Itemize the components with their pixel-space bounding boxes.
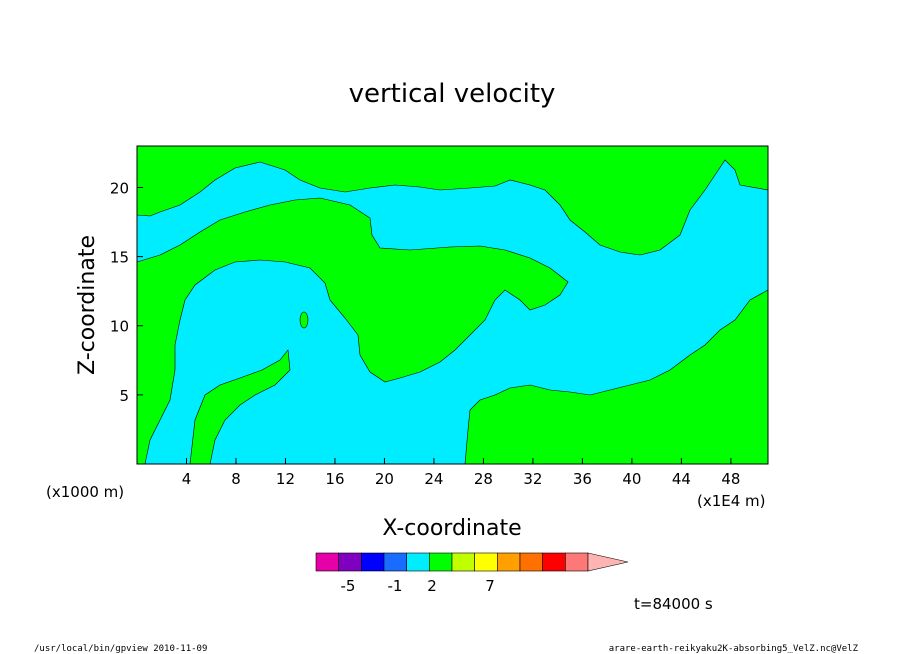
- contour-region-lower-left: [189, 349, 291, 465]
- colorbar-swatch: [474, 552, 498, 572]
- contour-region-middle: [136, 197, 569, 465]
- contour-blob: [299, 311, 309, 329]
- y-axis-label: Z-coordinate: [75, 235, 100, 375]
- y-tick-label: 10: [110, 318, 129, 336]
- colorbar-label: 2: [427, 577, 437, 595]
- x-tick-label: 20: [375, 470, 394, 488]
- x-unit-left: (x1000 m): [46, 483, 124, 501]
- colorbar-swatch: [542, 552, 566, 572]
- contour-region-upper: [136, 145, 769, 256]
- x-tick-label: 44: [672, 470, 691, 488]
- colorbar-swatch: [429, 552, 453, 572]
- x-axis-label: X-coordinate: [382, 516, 521, 541]
- x-tick-label: 28: [474, 470, 493, 488]
- x-tick-label: 40: [622, 470, 641, 488]
- y-tick-label: 20: [110, 179, 129, 197]
- colorbar: -5 -1 2 7: [315, 552, 629, 595]
- x-tick-label: 8: [231, 470, 241, 488]
- footer-right: arare-earth-reikyaku2K-absorbing5_VelZ.n…: [609, 644, 859, 654]
- colorbar-swatch: [315, 552, 339, 572]
- x-ticks: 4 8 12 16 20 24 28 32 36 40 44 48: [182, 458, 740, 488]
- x-tick-label: 36: [573, 470, 592, 488]
- colorbar-swatch: [338, 552, 362, 572]
- y-ticks: 5 10 15 20: [110, 179, 143, 405]
- colorbar-swatch: [383, 552, 407, 572]
- positive-velocity-regions: [136, 145, 769, 465]
- colorbar-swatch: [565, 552, 589, 572]
- time-annotation: t=84000 s: [634, 595, 713, 613]
- chart-title: vertical velocity: [349, 79, 556, 109]
- contour-region-lower-right: [464, 289, 769, 465]
- x-tick-label: 48: [721, 470, 740, 488]
- colorbar-swatch: [451, 552, 475, 572]
- x-tick-label: 16: [325, 470, 344, 488]
- x-tick-label: 32: [523, 470, 542, 488]
- colorbar-extension: [587, 552, 629, 572]
- plot-frame: [136, 145, 769, 465]
- colorbar-swatch: [361, 552, 385, 572]
- colorbar-label: 7: [485, 577, 495, 595]
- y-tick-label: 5: [119, 387, 129, 405]
- footer-left: /usr/local/bin/gpview 2010-11-09: [34, 644, 207, 654]
- colorbar-swatch: [406, 552, 430, 572]
- colorbar-label: -5: [341, 577, 356, 595]
- x-tick-label: 4: [182, 470, 192, 488]
- colorbar-label: -1: [388, 577, 403, 595]
- colorbar-swatch: [497, 552, 521, 572]
- x-tick-label: 24: [424, 470, 443, 488]
- x-tick-label: 12: [276, 470, 295, 488]
- x-unit-right: (x1E4 m): [697, 492, 766, 510]
- colorbar-swatch: [519, 552, 543, 572]
- y-tick-label: 15: [110, 249, 129, 267]
